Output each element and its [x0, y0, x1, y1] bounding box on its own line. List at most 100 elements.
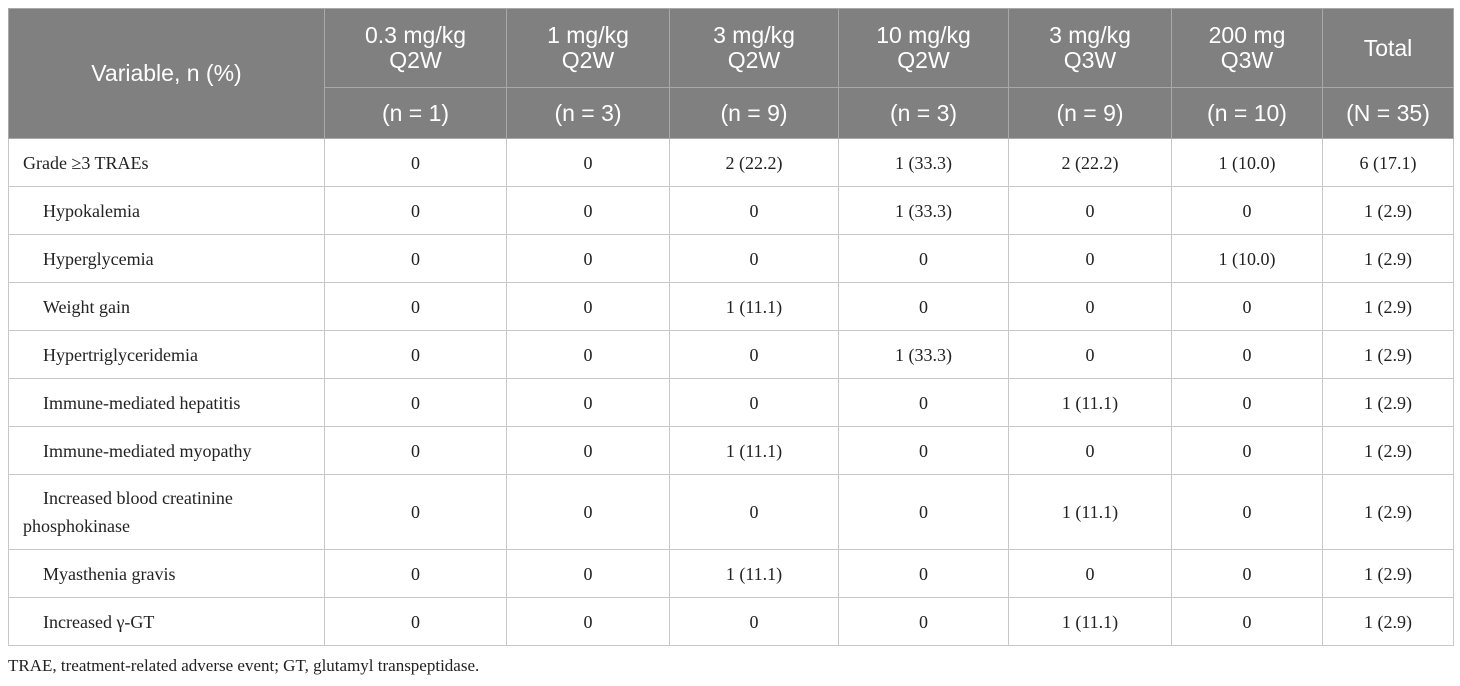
table-cell: 0 [1171, 549, 1323, 598]
table-cell: 0 [1008, 330, 1172, 379]
table-cell: 1 (33.3) [838, 186, 1009, 235]
table-cell: 0 [838, 282, 1009, 331]
table-cell: 0 [1171, 186, 1323, 235]
table-cell: 0 [1008, 549, 1172, 598]
header-col-1: 1 mg/kg Q2W [506, 8, 670, 88]
header-col-0: 0.3 mg/kg Q2W [324, 8, 507, 88]
table-cell: 0 [324, 378, 507, 427]
table-cell: 0 [324, 186, 507, 235]
table-cell: 0 [506, 330, 670, 379]
table-row: Hyperglycemia 0 0 0 0 0 1 (10.0) 1 (2.9) [8, 234, 1454, 283]
table-cell: 0 [838, 474, 1009, 550]
header-n-4: (n = 9) [1008, 87, 1172, 139]
table-cell: 0 [1171, 597, 1323, 646]
row-label: Hypertriglyceridemia [8, 330, 325, 379]
table-cell: 0 [669, 330, 839, 379]
header-n-0: (n = 1) [324, 87, 507, 139]
table-cell: 1 (2.9) [1322, 378, 1454, 427]
row-label: Myasthenia gravis [8, 549, 325, 598]
table-row: Increased γ-GT 0 0 0 0 1 (11.1) 0 1 (2.9… [8, 597, 1454, 646]
row-label: Increased γ-GT [8, 597, 325, 646]
table-cell: 0 [1171, 474, 1323, 550]
table-cell: 0 [324, 597, 507, 646]
table-cell: 2 (22.2) [1008, 138, 1172, 187]
table-cell: 0 [838, 549, 1009, 598]
table-cell: 0 [324, 330, 507, 379]
table-footnote: TRAE, treatment-related adverse event; G… [8, 656, 480, 675]
header-n-1: (n = 3) [506, 87, 670, 139]
table-cell: 0 [324, 282, 507, 331]
row-label: Immune-mediated myopathy [8, 426, 325, 475]
table-cell: 0 [669, 474, 839, 550]
table-row: Increased blood creatinine phosphokinase … [8, 474, 1454, 550]
table-cell: 1 (2.9) [1322, 597, 1454, 646]
table-cell: 1 (2.9) [1322, 234, 1454, 283]
table-cell: 1 (11.1) [669, 426, 839, 475]
table-row: Weight gain 0 0 1 (11.1) 0 0 0 1 (2.9) [8, 282, 1454, 331]
table-cell: 0 [324, 549, 507, 598]
table-cell: 0 [1008, 282, 1172, 331]
table-cell: 1 (11.1) [669, 549, 839, 598]
table-cell: 0 [669, 186, 839, 235]
table-cell: 1 (11.1) [1008, 378, 1172, 427]
header-n-total: (N = 35) [1322, 87, 1454, 139]
row-label: Immune-mediated hepatitis [8, 378, 325, 427]
table-row: Immune-mediated hepatitis 0 0 0 0 1 (11.… [8, 378, 1454, 427]
table-cell: 0 [506, 474, 670, 550]
table-cell: 1 (2.9) [1322, 282, 1454, 331]
header-col-3: 10 mg/kg Q2W [838, 8, 1009, 88]
table-cell: 0 [324, 138, 507, 187]
table-cell: 1 (10.0) [1171, 138, 1323, 187]
table-cell: 2 (22.2) [669, 138, 839, 187]
table-cell: 6 (17.1) [1322, 138, 1454, 187]
adverse-events-table: Variable, n (%) 0.3 mg/kg Q2W 1 mg/kg Q2W … [8, 8, 1454, 646]
header-n-3: (n = 3) [838, 87, 1009, 139]
header-col-2: 3 mg/kg Q2W [669, 8, 839, 88]
table-cell: 0 [838, 597, 1009, 646]
table-cell: 1 (2.9) [1322, 186, 1454, 235]
table-cell: 0 [669, 378, 839, 427]
table-cell: 0 [506, 597, 670, 646]
table-cell: 0 [838, 426, 1009, 475]
table-cell: 0 [1008, 426, 1172, 475]
table-cell: 1 (2.9) [1322, 549, 1454, 598]
table-cell: 0 [506, 234, 670, 283]
row-label: Grade ≥3 TRAEs [8, 138, 325, 187]
table-cell: 0 [324, 234, 507, 283]
table-row: Myasthenia gravis 0 0 1 (11.1) 0 0 0 1 (… [8, 549, 1454, 598]
row-label-line-1: Increased blood creatinine [43, 488, 233, 508]
table-row: Immune-mediated myopathy 0 0 1 (11.1) 0 … [8, 426, 1454, 475]
header-variable: Variable, n (%) [8, 8, 325, 139]
table-cell: 1 (11.1) [1008, 474, 1172, 550]
table-cell: 0 [506, 426, 670, 475]
table-cell: 0 [1171, 426, 1323, 475]
table-cell: 1 (2.9) [1322, 426, 1454, 475]
table-cell: 0 [506, 186, 670, 235]
table-cell: 1 (11.1) [1008, 597, 1172, 646]
header-col-4: 3 mg/kg Q3W [1008, 8, 1172, 88]
table-cell: 1 (2.9) [1322, 474, 1454, 550]
table-cell: 0 [838, 234, 1009, 283]
row-label: Weight gain [8, 282, 325, 331]
table-cell: 0 [1008, 234, 1172, 283]
header-n-2: (n = 9) [669, 87, 839, 139]
header-total: Total [1322, 8, 1454, 88]
table-cell: 0 [1171, 378, 1323, 427]
table-cell: 0 [1171, 282, 1323, 331]
table-cell: 0 [838, 378, 1009, 427]
table-cell: 1 (33.3) [838, 330, 1009, 379]
table-cell: 0 [506, 378, 670, 427]
table-cell: 0 [324, 474, 507, 550]
table-cell: 0 [506, 282, 670, 331]
table-row: Hypertriglyceridemia 0 0 0 1 (33.3) 0 0 … [8, 330, 1454, 379]
table-cell: 1 (11.1) [669, 282, 839, 331]
table-cell: 1 (2.9) [1322, 330, 1454, 379]
table-cell: 0 [669, 597, 839, 646]
table-cell: 0 [669, 234, 839, 283]
table-cell: 0 [1008, 186, 1172, 235]
table-cell: 1 (33.3) [838, 138, 1009, 187]
row-label-line-2: phosphokinase [23, 516, 130, 536]
table-cell: 1 (10.0) [1171, 234, 1323, 283]
table-cell: 0 [1171, 330, 1323, 379]
table-cell: 0 [506, 138, 670, 187]
